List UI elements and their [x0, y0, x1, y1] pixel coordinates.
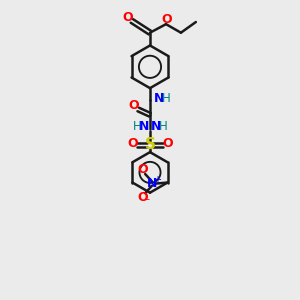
Text: O: O	[162, 13, 172, 26]
Text: O: O	[138, 163, 148, 176]
Text: O: O	[123, 11, 133, 24]
Text: N: N	[147, 177, 157, 190]
Text: -: -	[146, 194, 150, 204]
Text: N: N	[151, 121, 161, 134]
Text: H: H	[158, 121, 167, 134]
Text: O: O	[128, 99, 139, 112]
Text: H: H	[161, 92, 170, 105]
Text: S: S	[145, 137, 155, 152]
Text: +: +	[153, 175, 161, 185]
Text: O: O	[162, 137, 173, 150]
Text: H: H	[133, 121, 142, 134]
Text: O: O	[127, 137, 138, 150]
Text: O: O	[138, 191, 148, 204]
Text: N: N	[154, 92, 164, 105]
Text: N: N	[139, 121, 149, 134]
